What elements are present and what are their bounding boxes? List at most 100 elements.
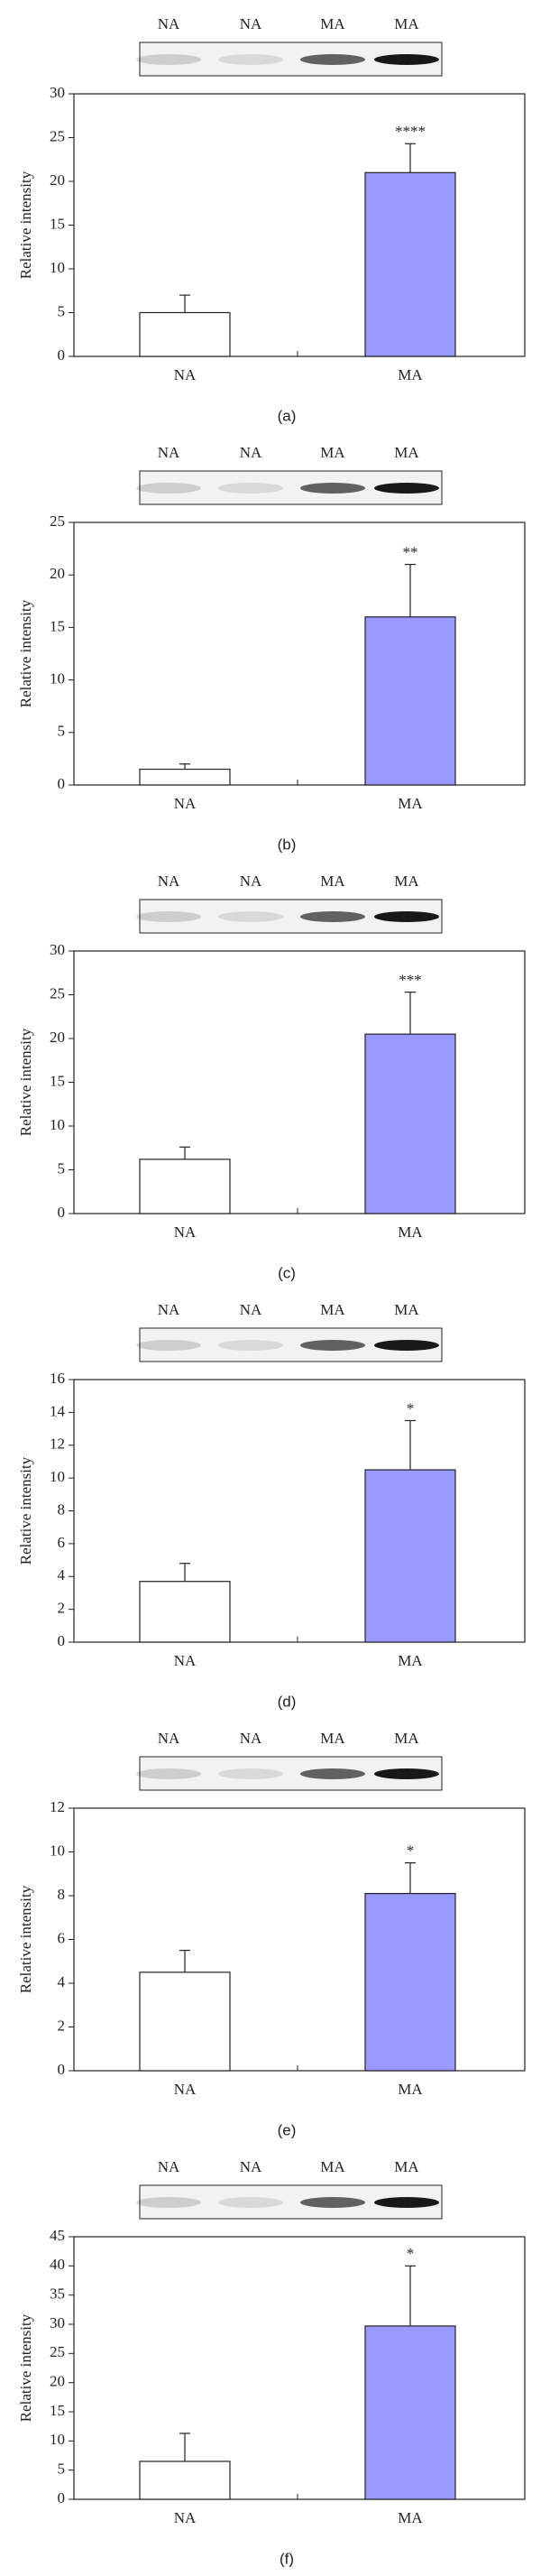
caption: (a) <box>278 407 297 424</box>
y-tick-label: 10 <box>50 670 65 688</box>
y-tick-label: 0 <box>58 346 66 364</box>
bar <box>364 1892 456 2072</box>
y-tick-label: 12 <box>50 1798 65 1815</box>
y-tick-label: 2 <box>58 1600 66 1617</box>
y-tick-label: 45 <box>50 2227 65 2244</box>
lane-label: MA <box>320 873 345 890</box>
lane-label: MA <box>320 2158 345 2175</box>
blot-band <box>136 1768 201 1779</box>
lane-label: NA <box>240 1730 262 1747</box>
y-axis-label: Relative intensity <box>17 171 34 279</box>
y-axis-label: Relative intensity <box>17 2313 34 2422</box>
y-tick-label: 0 <box>58 2061 66 2078</box>
bar <box>364 1469 456 1643</box>
x-tick-label: NA <box>174 2509 197 2526</box>
panel: NA NA MA MA 0 5 10 15 20 25 30 Relative intensity NA… <box>17 873 526 1281</box>
y-tick-label: 15 <box>50 1072 65 1089</box>
y-tick-label: 12 <box>50 1436 65 1453</box>
panel: NA NA MA MA 0 5 10 15 20 25 Relative intensity NA MA… <box>17 444 526 853</box>
blot-band <box>374 1768 439 1779</box>
y-tick-label: 0 <box>58 775 66 792</box>
panel: NA NA MA MA 0 5 10 15 20 25 30 Relative intensity NA… <box>17 15 526 424</box>
lane-label: NA <box>158 2158 180 2175</box>
x-tick-label: MA <box>398 1652 423 1669</box>
y-tick-label: 10 <box>50 1842 65 1859</box>
y-tick-label: 20 <box>50 565 65 582</box>
lane-label: MA <box>394 15 419 32</box>
lane-label: NA <box>158 15 180 32</box>
y-tick-label: 4 <box>58 1973 66 1990</box>
y-tick-label: 30 <box>50 2314 65 2331</box>
y-tick-label: 5 <box>58 2461 66 2478</box>
y-tick-label: 25 <box>50 2343 65 2360</box>
y-tick-label: 25 <box>50 512 65 530</box>
caption: (d) <box>278 1693 297 1710</box>
blot-band <box>374 911 439 922</box>
lane-label: NA <box>158 444 180 461</box>
blot-band <box>300 2197 365 2208</box>
lane-label: MA <box>394 1301 419 1318</box>
blot-band <box>300 1340 365 1351</box>
blot-band <box>218 483 283 494</box>
lane-label: MA <box>320 444 345 461</box>
x-tick-label: NA <box>174 366 197 383</box>
blot-band <box>300 54 365 65</box>
x-tick-label: NA <box>174 1652 197 1669</box>
blot-band <box>374 2197 439 2208</box>
y-tick-label: 10 <box>50 259 65 276</box>
bar <box>364 171 456 357</box>
lane-label: NA <box>158 1730 180 1747</box>
significance: * <box>407 1842 415 1860</box>
bar <box>139 1581 231 1643</box>
lane-label: MA <box>320 1730 345 1747</box>
y-tick-label: 2 <box>58 2017 66 2034</box>
y-tick-label: 0 <box>58 1632 66 1649</box>
x-tick-label: NA <box>174 2081 197 2098</box>
y-tick-label: 6 <box>58 1929 66 1946</box>
x-tick-label: NA <box>174 795 197 812</box>
blot-band <box>300 1768 365 1779</box>
lane-label: NA <box>240 873 262 890</box>
blot-band <box>300 911 365 922</box>
y-tick-label: 20 <box>50 171 65 189</box>
y-tick-label: 0 <box>58 2489 66 2507</box>
y-tick-label: 10 <box>50 1116 65 1133</box>
y-tick-label: 14 <box>50 1402 66 1419</box>
significance: * <box>407 2245 415 2262</box>
lane-label: MA <box>394 444 419 461</box>
x-tick-label: MA <box>398 366 423 383</box>
caption: (e) <box>278 2121 297 2138</box>
y-tick-label: 30 <box>50 84 65 101</box>
bar <box>139 1159 231 1214</box>
panel: NA NA MA MA 0 5 10 15 20 25 30 35 40 45 Relative inten… <box>17 2158 526 2567</box>
plot-frame <box>73 522 526 786</box>
blot-band <box>136 2197 201 2208</box>
bar <box>364 616 456 786</box>
lane-label: MA <box>394 1730 419 1747</box>
blot-band <box>136 1340 201 1351</box>
y-tick-label: 5 <box>58 302 66 319</box>
significance: ** <box>403 543 418 560</box>
blot-band <box>374 54 439 65</box>
y-tick-label: 5 <box>58 723 66 740</box>
lane-label: MA <box>394 873 419 890</box>
blot-band <box>218 54 283 65</box>
lane-label: NA <box>240 444 262 461</box>
lane-label: MA <box>394 2158 419 2175</box>
blot-band <box>136 483 201 494</box>
lane-label: MA <box>320 1301 345 1318</box>
lane-label: NA <box>158 873 180 890</box>
y-tick-label: 25 <box>50 127 65 144</box>
blot-band <box>218 2197 283 2208</box>
caption: (b) <box>278 836 297 853</box>
y-tick-label: 15 <box>50 2402 65 2419</box>
bar <box>139 1971 231 2072</box>
y-tick-label: 20 <box>50 2373 65 2390</box>
significance: *** <box>399 971 422 988</box>
y-axis-label: Relative intensity <box>17 599 34 707</box>
y-tick-label: 30 <box>50 941 65 958</box>
y-tick-label: 6 <box>58 1534 66 1551</box>
bar <box>364 1033 456 1214</box>
y-tick-label: 10 <box>50 2431 65 2448</box>
